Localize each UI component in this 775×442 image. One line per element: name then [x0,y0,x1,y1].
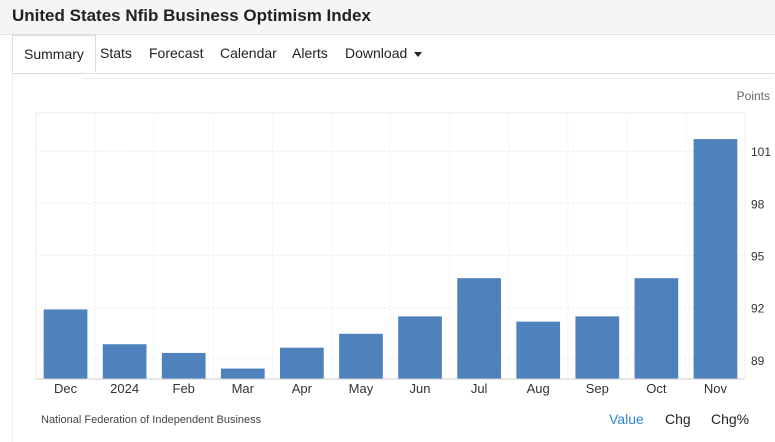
x-tick-label: Feb [173,381,195,396]
panel-divider [82,74,772,79]
x-tick-label: Mar [232,381,255,396]
tab-bar: Summary Stats Forecast Calendar Alerts D… [12,35,775,74]
source-label: National Federation of Independent Busin… [41,414,262,426]
x-tick-label: Aug [527,381,550,396]
tab-download-label: Download [345,45,408,61]
y-tick-label: 92 [751,302,765,316]
toggle-chg[interactable]: Chg [665,411,691,427]
tab-stats[interactable]: Stats [100,45,132,61]
bar [220,368,265,379]
bar [43,309,88,379]
y-tick-label: 101 [751,145,771,159]
x-tick-label: Jul [471,381,488,396]
tab-download[interactable]: Download [345,35,423,73]
x-tick-label: Nov [704,381,728,396]
tab-alerts[interactable]: Alerts [292,45,328,61]
y-tick-label: 95 [751,250,765,264]
bar [634,278,679,379]
toggle-value[interactable]: Value [609,411,644,427]
x-tick-label: Apr [292,381,313,396]
x-tick-label: Jun [410,381,431,396]
y-tick-label: 98 [751,197,765,211]
x-tick-label: Dec [54,381,78,396]
bar [575,316,620,379]
bar [280,347,324,379]
bar [339,333,383,379]
x-tick-label: 2024 [110,381,139,396]
bar [398,316,442,379]
page-title: United States Nfib Business Optimism Ind… [12,6,371,25]
x-tick-label: Sep [586,381,609,396]
chart-panel [12,74,775,442]
caret-down-icon [414,51,423,57]
tab-calendar[interactable]: Calendar [220,45,277,61]
bar [693,139,738,379]
toggle-chg-percent[interactable]: Chg% [711,411,750,427]
y-tick-label: 89 [751,354,765,368]
title-bar: United States Nfib Business Optimism Ind… [0,0,775,35]
tab-forecast[interactable]: Forecast [149,45,204,61]
units-label: Points [736,89,770,103]
bar [457,278,501,379]
x-tick-label: May [349,381,374,396]
tab-summary[interactable]: Summary [12,35,96,73]
bar [161,352,206,379]
bar [102,344,147,379]
x-tick-label: Oct [646,381,667,396]
bar [516,321,561,379]
